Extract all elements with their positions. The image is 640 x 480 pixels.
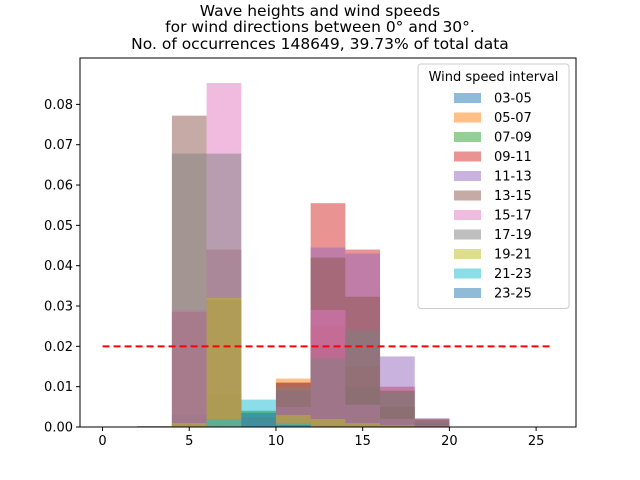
legend-swatch-11-13	[454, 171, 481, 181]
y-tick-label: 0.02	[44, 340, 73, 355]
bar-19-21-bin-1	[171, 422, 207, 427]
y-tick-label: 0.01	[44, 380, 73, 395]
y-tick-label: 0.08	[44, 98, 73, 113]
legend-label-23-25: 23-25	[494, 287, 532, 302]
legend-swatch-05-07	[454, 112, 481, 123]
chart-title-line-1: Wave heights and wind speeds	[199, 2, 441, 20]
bar-17-19-bin-6	[345, 330, 381, 427]
bar-17-19-bin-1	[171, 153, 207, 427]
legend-swatch-19-21	[454, 249, 481, 259]
legend-label-09-11: 09-11	[494, 150, 532, 165]
y-tick-label: 0.07	[44, 138, 73, 153]
legend-label-07-09: 07-09	[494, 131, 532, 146]
bar-17-19-bin-7	[380, 392, 415, 427]
bar-19-21-bin-6	[345, 422, 381, 427]
y-tick-label: 0.03	[44, 300, 73, 315]
bar-19-21-bin-5	[310, 418, 346, 427]
legend-title: Wind speed interval	[429, 70, 559, 85]
legend-label-21-23: 21-23	[494, 267, 532, 282]
bar-17-19-bin-5	[310, 358, 346, 427]
x-tick-label: 5	[185, 434, 193, 449]
y-tick-label: 0.00	[44, 421, 73, 436]
legend-swatch-23-25	[454, 288, 481, 298]
bar-23-25-bin-3	[241, 412, 276, 427]
legend-swatch-13-15	[454, 190, 481, 201]
legend-label-03-05: 03-05	[494, 92, 532, 107]
legend-swatch-03-05	[454, 93, 481, 103]
x-tick-label: 20	[441, 434, 458, 449]
bar-19-21-bin-2	[206, 297, 242, 427]
legend-label-13-15: 13-15	[494, 189, 532, 204]
y-tick-label: 0.05	[44, 219, 73, 234]
legend-label-15-17: 15-17	[494, 209, 532, 224]
chart-title-line-3: No. of occurrences 148649, 39.73% of tot…	[131, 35, 509, 53]
bar-19-21-bin-7	[380, 424, 415, 427]
chart-title-line-2: for wind directions between 0° and 30°.	[165, 18, 475, 36]
legend-swatch-09-11	[454, 151, 481, 162]
bar-17-19-bin-8	[414, 422, 450, 427]
legend-label-19-21: 19-21	[494, 248, 532, 263]
x-tick-label: 0	[98, 434, 106, 449]
axes-layer: 0 5 10 15 20 25 0.00 0.01 0.02 0.03 0.04 0.05 0.06 0.…	[44, 57, 577, 449]
legend-swatch-15-17	[454, 210, 481, 220]
legend-label-11-13: 11-13	[494, 170, 532, 185]
legend-swatch-17-19	[454, 229, 481, 240]
legend-label-17-19: 17-19	[494, 228, 532, 243]
bar-21-23-bin-2	[206, 418, 242, 427]
bar-23-25-bin-4	[275, 424, 311, 427]
x-tick-label: 25	[528, 434, 545, 449]
plot-frame	[79, 57, 577, 428]
x-tick-label: 15	[354, 434, 371, 449]
legend-swatch-07-09	[454, 132, 481, 142]
legend: Wind speed interval 03-05 05-07 07-09 09-11 1…	[417, 63, 570, 309]
legend-box	[417, 63, 570, 309]
legend-swatch-21-23	[454, 268, 481, 279]
y-tick-label: 0.06	[44, 179, 73, 194]
y-tick-label: 0.04	[44, 259, 73, 274]
x-tick-label: 10	[268, 434, 285, 449]
bars-layer	[137, 83, 485, 428]
legend-label-05-07: 05-07	[494, 111, 532, 126]
